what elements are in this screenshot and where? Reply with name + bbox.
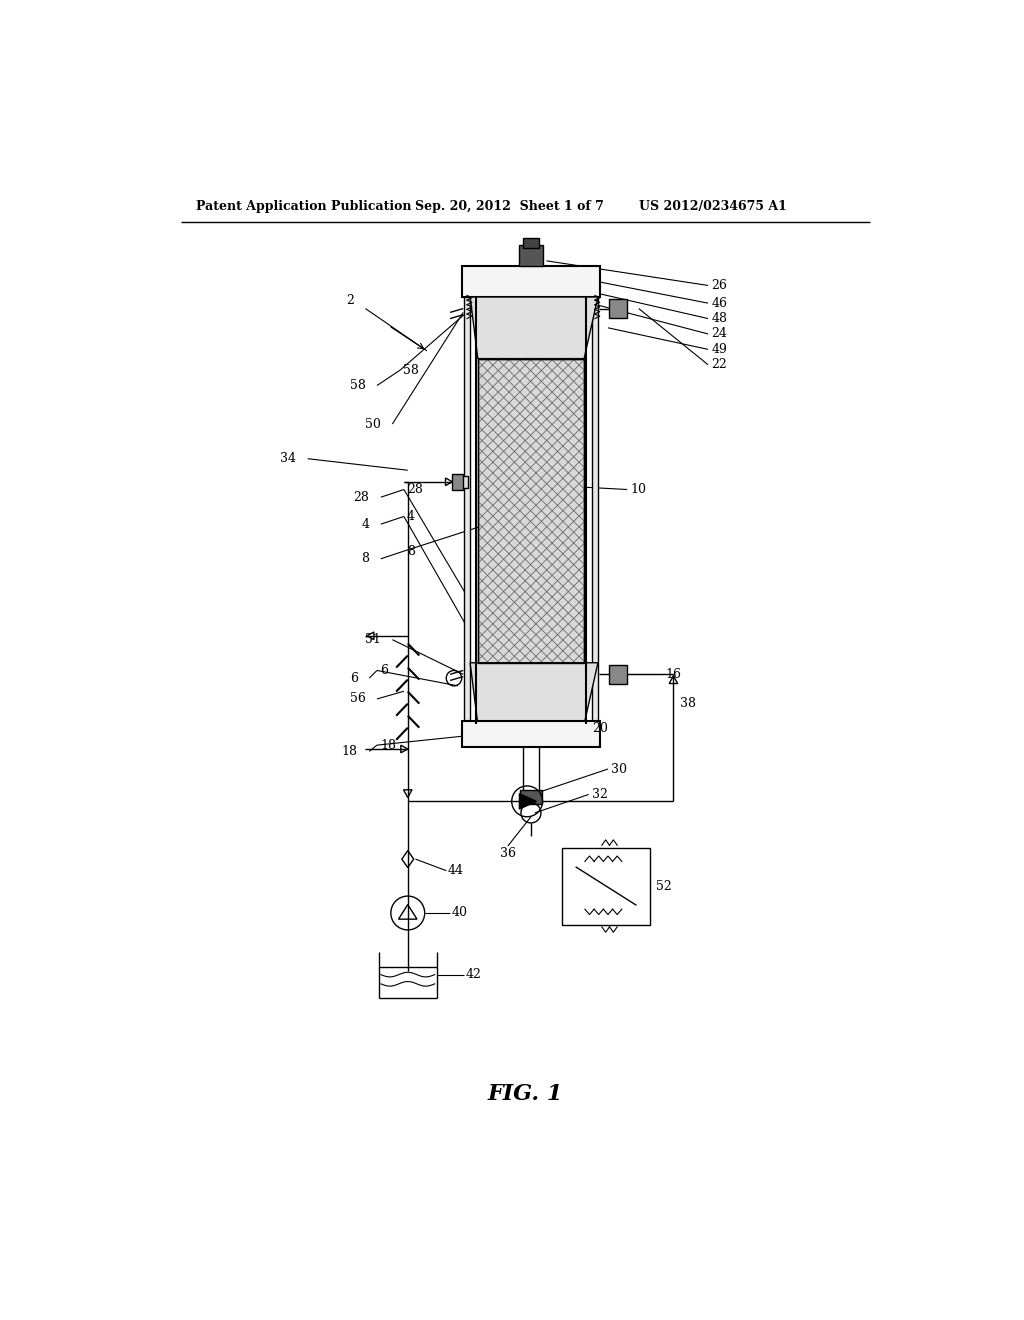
Bar: [462, 721, 600, 747]
Text: 49: 49: [711, 343, 727, 356]
Bar: [462, 475, 468, 488]
Text: 26: 26: [711, 279, 727, 292]
Text: 22: 22: [711, 358, 727, 371]
Text: Patent Application Publication: Patent Application Publication: [196, 199, 412, 213]
Text: 16: 16: [665, 668, 681, 681]
Bar: [464, 297, 470, 739]
Text: 50: 50: [365, 417, 381, 430]
Text: 18: 18: [342, 744, 357, 758]
Text: 2: 2: [346, 294, 354, 308]
Text: 34: 34: [281, 453, 296, 465]
Bar: [518, 244, 544, 267]
Text: 18: 18: [380, 739, 396, 751]
Text: 10: 10: [631, 483, 646, 496]
Text: US 2012/0234675 A1: US 2012/0234675 A1: [639, 199, 786, 213]
Polygon shape: [470, 297, 598, 359]
Bar: [462, 267, 600, 297]
Polygon shape: [470, 663, 598, 725]
Text: 44: 44: [447, 865, 464, 878]
Text: 51: 51: [365, 634, 381, 647]
Text: 30: 30: [611, 763, 627, 776]
Text: 8: 8: [361, 552, 370, 565]
Text: 40: 40: [452, 907, 468, 920]
Text: 28: 28: [407, 483, 423, 496]
Text: 58: 58: [349, 379, 366, 392]
Polygon shape: [519, 793, 537, 809]
Text: Sep. 20, 2012  Sheet 1 of 7: Sep. 20, 2012 Sheet 1 of 7: [416, 199, 604, 213]
Text: 46: 46: [711, 297, 727, 310]
Bar: [523, 239, 539, 248]
Text: 32: 32: [592, 788, 607, 801]
Bar: [592, 297, 598, 739]
Bar: [520, 789, 542, 804]
Text: 48: 48: [711, 312, 727, 325]
Text: 42: 42: [466, 968, 481, 981]
Text: 20: 20: [592, 722, 607, 735]
Bar: [562, 847, 650, 924]
Bar: [608, 665, 628, 684]
Text: 24: 24: [711, 327, 727, 341]
Text: 8: 8: [407, 545, 415, 557]
Text: 4: 4: [361, 517, 370, 531]
Text: 38: 38: [680, 697, 695, 710]
Bar: [608, 300, 628, 318]
Bar: [453, 474, 463, 490]
Text: 52: 52: [656, 879, 672, 892]
Text: 56: 56: [349, 693, 366, 705]
Text: 6: 6: [380, 664, 388, 677]
Bar: [478, 359, 584, 663]
Bar: [478, 359, 584, 663]
Text: 28: 28: [353, 491, 370, 504]
Text: 6: 6: [350, 672, 357, 685]
Text: 58: 58: [403, 363, 419, 376]
Text: 36: 36: [500, 847, 516, 861]
Text: 4: 4: [407, 510, 415, 523]
Text: FIG. 1: FIG. 1: [487, 1082, 562, 1105]
